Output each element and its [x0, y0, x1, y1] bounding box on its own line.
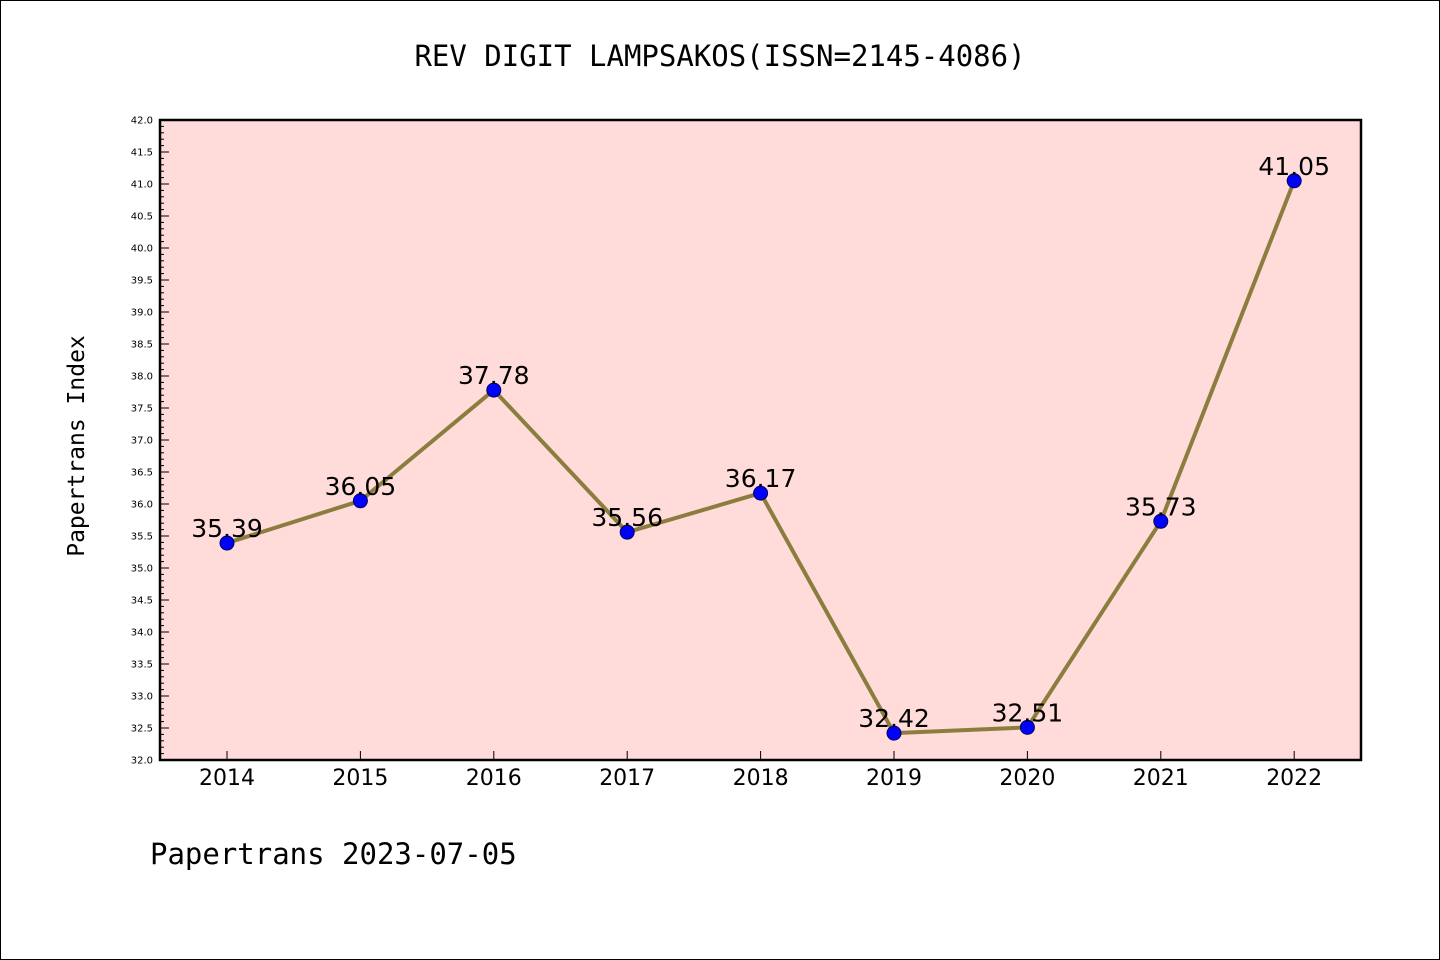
data-label: 32.51 [992, 698, 1064, 727]
y-tick-label: 39.0 [131, 308, 153, 319]
y-tick-label: 33.0 [131, 692, 153, 703]
y-tick-label: 38.0 [131, 372, 153, 383]
y-tick-label: 40.5 [131, 212, 153, 223]
plot-area [158, 118, 1363, 762]
data-label: 35.73 [1125, 492, 1197, 521]
data-point [219, 535, 235, 551]
y-tick-label: 37.0 [131, 436, 153, 447]
data-label: 37.78 [458, 361, 530, 390]
y-axis-ticks: 32.0 32.5 33.0 33.5 34.0 34.5 35.0 35.5 36.0 36.5… [131, 116, 169, 767]
chart-title: REV DIGIT LAMPSAKOS(ISSN=2145-4086) [414, 39, 1025, 73]
y-tick-label: 41.0 [131, 180, 153, 191]
data-point [619, 524, 635, 540]
data-point [886, 725, 902, 741]
y-tick-label: 33.5 [131, 660, 153, 671]
y-tick-label: 34.0 [131, 628, 153, 639]
y-tick-label: 42.0 [131, 116, 153, 127]
y-tick-label: 39.5 [131, 276, 153, 287]
footer-text: Papertrans 2023-07-05 [150, 837, 517, 871]
y-tick-label: 37.5 [131, 404, 153, 415]
y-tick-label: 40.0 [131, 244, 153, 255]
data-label: 41.05 [1258, 152, 1330, 181]
x-tick-label: 2021 [1133, 766, 1189, 791]
x-tick-label: 2014 [199, 766, 255, 791]
data-point [486, 382, 502, 398]
x-tick-label: 2019 [866, 766, 922, 791]
data-label: 35.56 [591, 503, 663, 532]
y-tick-label: 38.5 [131, 340, 153, 351]
y-tick-label: 41.5 [131, 148, 153, 159]
y-tick-label: 32.5 [131, 724, 153, 735]
y-tick-label: 35.5 [131, 532, 153, 543]
x-tick-label: 2020 [999, 766, 1055, 791]
y-tick-label: 34.5 [131, 596, 153, 607]
data-label: 35.39 [191, 514, 263, 543]
data-point [1019, 719, 1035, 735]
series-layer [219, 173, 1302, 741]
data-point [1286, 173, 1302, 189]
y-tick-label: 36.5 [131, 468, 153, 479]
data-label: 36.17 [725, 464, 797, 493]
data-point [352, 493, 368, 509]
y-tick-label: 32.0 [131, 756, 153, 767]
x-tick-label: 2022 [1266, 766, 1322, 791]
data-label: 36.05 [325, 472, 397, 501]
data-point [753, 485, 769, 501]
data-labels-layer: 35.39 36.05 37.78 35.56 36.17 32.42 32.51 35.73… [191, 152, 1330, 733]
y-axis-label: Papertrans Index [64, 335, 90, 557]
x-axis-ticks: 2014 2015 2016 2017 2018 2019 2020 2021 2022 [199, 751, 1322, 791]
data-label: 32.42 [858, 704, 930, 733]
x-tick-label: 2016 [466, 766, 522, 791]
x-tick-label: 2015 [332, 766, 388, 791]
y-tick-label: 36.0 [131, 500, 153, 511]
y-tick-label: 35.0 [131, 564, 153, 575]
x-tick-label: 2018 [733, 766, 789, 791]
x-tick-label: 2017 [599, 766, 655, 791]
data-point [1153, 513, 1169, 529]
